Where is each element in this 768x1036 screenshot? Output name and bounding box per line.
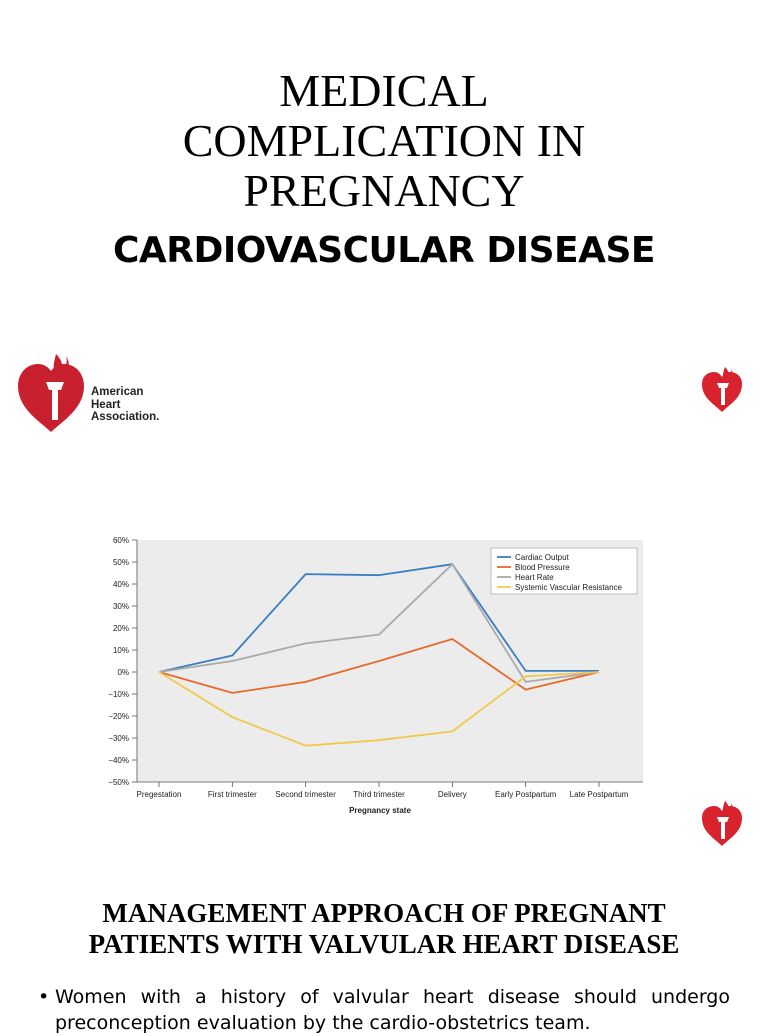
series-line-blood-pressure [158,638,600,694]
y-tick-label: 30% [113,602,129,611]
logo-wordmark: American Heart Association. [91,386,159,424]
x-tick-label: Pregestation [137,790,182,799]
series-line-systemic-vascular-resistance [158,671,600,747]
y-tick-label: −40% [108,756,129,765]
american-heart-association-logo: American Heart Association. [16,350,176,434]
heart-torch-icon [702,801,742,846]
y-tick-label: −30% [108,734,129,743]
legend-entry: Blood Pressure [515,563,570,572]
logo-line: Heart [91,398,121,411]
legend-box [490,547,638,595]
x-tick-label: Second trimester [275,790,336,799]
y-tick-label: −10% [108,690,129,699]
y-tick-label: −20% [108,712,129,721]
x-tick-label: Late Postpartum [570,790,629,799]
x-tick-label: First trimester [208,790,257,799]
legend-entry: Cardiac Output [515,553,570,562]
x-tick-label: Delivery [438,790,467,799]
y-tick-label: 20% [113,624,129,633]
x-tick-label: Early Postpartum [495,790,557,799]
heart-torch-icon [702,367,742,412]
bullet-item: • Women with a history of valvular heart… [38,984,730,1036]
x-axis-label: Pregnancy state [349,806,411,815]
management-heading: MANAGEMENT APPROACH OF PREGNANT PATIENTS… [88,898,680,959]
page-title: MEDICAL COMPLICATION IN PREGNANCY [182,65,586,216]
legend-entry: Heart Rate [515,573,554,582]
y-tick-label: 50% [113,558,129,567]
y-tick-label: 40% [113,580,129,589]
x-tick-label: Third trimester [353,790,405,799]
y-tick-label: 60% [113,536,129,545]
hemodynamic-changes-chart: 60% 50% 40% 30% 20% 10% 0% −10% −20% −30% −40% −50%… [95,530,655,820]
legend-entry: Systemic Vascular Resistance [515,583,623,592]
y-tick-label: 10% [113,646,129,655]
bullet-text: Women with a history of valvular heart d… [55,986,730,1034]
heart-torch-icon [18,354,84,432]
bullet-dot: • [38,986,50,1008]
series-line-cardiac-output [158,563,599,673]
y-tick-label: −50% [108,778,129,787]
series-line-heart-rate [158,563,600,683]
line-chart: 60% 50% 40% 30% 20% 10% 0% −10% −20% −30% −40% −50%… [108,536,643,815]
logo-line: American [91,386,144,398]
y-tick-label: 0% [117,668,129,677]
logo-line: Association. [91,411,160,423]
section-subtitle: CARDIOVASCULAR DISEASE [112,230,656,271]
